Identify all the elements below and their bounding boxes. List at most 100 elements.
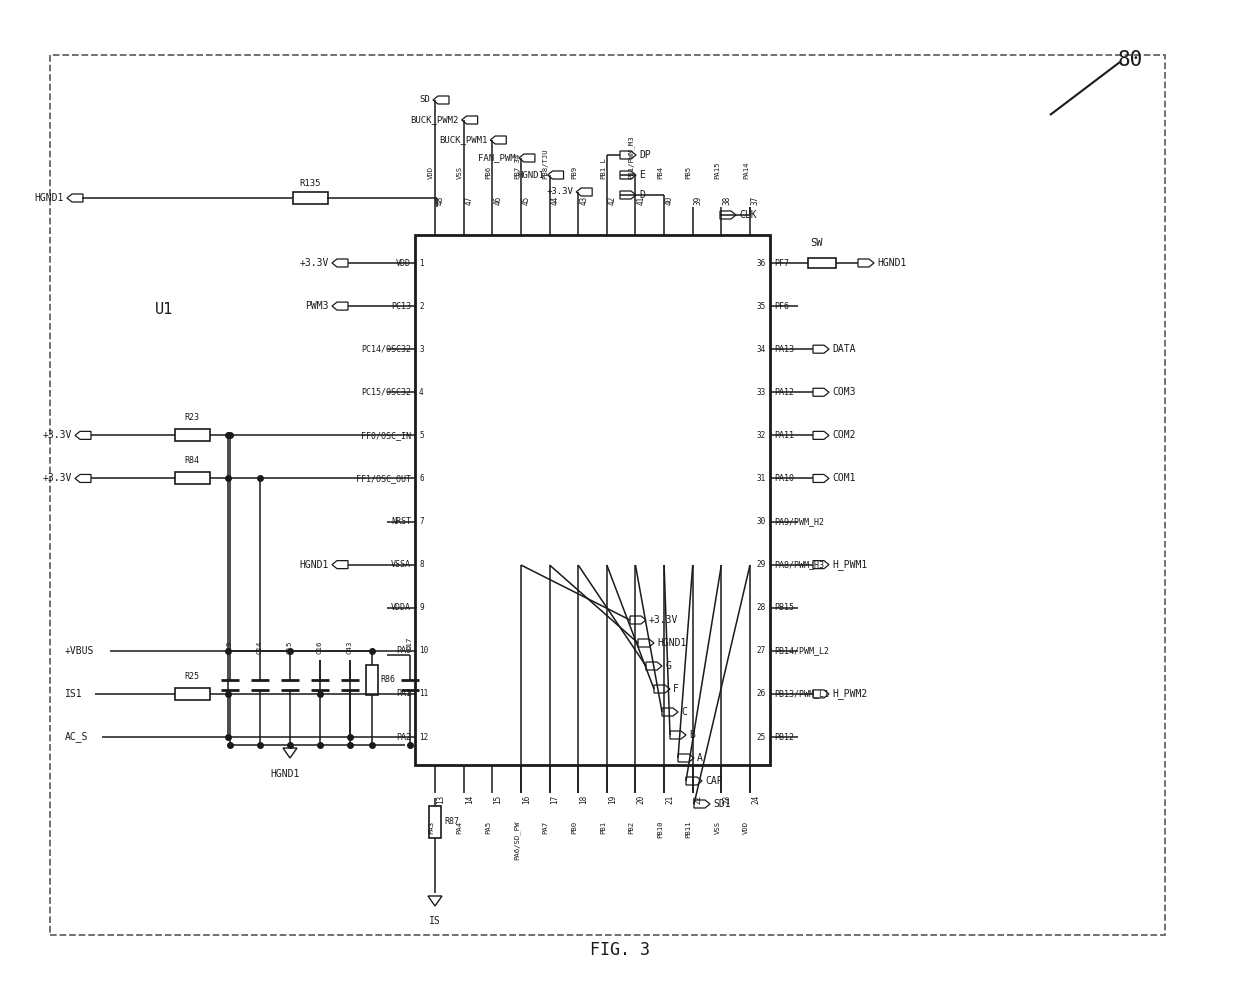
Text: 5: 5 (419, 431, 424, 440)
Text: 11: 11 (419, 690, 428, 699)
Text: PB9: PB9 (572, 165, 577, 179)
Text: 38: 38 (723, 196, 732, 205)
Polygon shape (74, 475, 91, 483)
Text: 36: 36 (756, 259, 766, 268)
Polygon shape (283, 748, 298, 758)
Text: U1: U1 (155, 302, 174, 317)
Text: 1: 1 (419, 259, 424, 268)
Polygon shape (548, 171, 563, 179)
Text: 80: 80 (1117, 50, 1142, 70)
Text: VDD: VDD (743, 821, 749, 834)
Bar (415, 235, 770, 765)
Text: PB13/PWM_L1: PB13/PWM_L1 (774, 690, 830, 699)
Text: 42: 42 (608, 196, 616, 205)
Text: PB10: PB10 (657, 821, 663, 838)
Text: R23: R23 (185, 413, 200, 422)
Polygon shape (639, 639, 653, 647)
Text: PC14/OSC32: PC14/OSC32 (361, 345, 410, 354)
Text: HGND1: HGND1 (270, 769, 300, 779)
Text: 26: 26 (756, 690, 766, 699)
Text: 23: 23 (723, 795, 732, 805)
Polygon shape (620, 191, 636, 199)
Text: 16: 16 (522, 795, 531, 805)
Text: PB1_L: PB1_L (599, 158, 606, 179)
Text: PB8/TJU: PB8/TJU (543, 149, 548, 179)
Polygon shape (577, 188, 593, 196)
Text: B: B (689, 730, 694, 740)
Polygon shape (720, 211, 737, 219)
Polygon shape (678, 754, 694, 762)
Polygon shape (813, 475, 830, 483)
Text: PC13: PC13 (391, 301, 410, 310)
Polygon shape (620, 151, 636, 159)
Polygon shape (686, 777, 702, 785)
Text: C: C (681, 707, 687, 717)
Text: A: A (697, 753, 703, 763)
Text: PA7: PA7 (543, 821, 548, 834)
Text: 22: 22 (693, 795, 703, 805)
Polygon shape (813, 345, 830, 353)
Text: CLK: CLK (739, 210, 756, 220)
Text: R87: R87 (444, 818, 459, 826)
Text: R135: R135 (299, 179, 321, 188)
Text: +3.3V: +3.3V (649, 615, 678, 625)
Text: VDD: VDD (428, 165, 434, 179)
Text: C14: C14 (257, 640, 263, 654)
Text: FIG. 3: FIG. 3 (590, 941, 650, 959)
Text: PA15: PA15 (714, 162, 720, 179)
Polygon shape (653, 685, 670, 693)
Text: 46: 46 (494, 196, 502, 205)
Polygon shape (662, 708, 678, 716)
Text: IS1: IS1 (64, 689, 83, 699)
Text: +VBUS: +VBUS (64, 646, 94, 656)
Bar (293, 192, 329, 204)
Text: 30: 30 (756, 517, 766, 526)
Text: PA6/SD_PW: PA6/SD_PW (513, 821, 520, 860)
Text: 14: 14 (465, 795, 474, 805)
Text: PA2: PA2 (396, 732, 410, 741)
Text: C16: C16 (317, 640, 322, 654)
Text: 3: 3 (419, 345, 424, 354)
Text: PA13: PA13 (774, 345, 794, 354)
Text: HGND1: HGND1 (35, 193, 64, 203)
Polygon shape (813, 431, 830, 439)
Text: PB14/PWM_L2: PB14/PWM_L2 (774, 646, 830, 655)
Text: HGND1: HGND1 (877, 258, 906, 268)
Text: +3.3V: +3.3V (42, 474, 72, 484)
Polygon shape (433, 96, 449, 104)
Bar (175, 688, 210, 700)
Text: R25: R25 (185, 672, 200, 681)
Text: 8: 8 (419, 560, 424, 569)
Text: F: F (673, 684, 678, 694)
Text: PA9/PWM_H2: PA9/PWM_H2 (774, 517, 825, 526)
Text: 34: 34 (756, 345, 766, 354)
Text: R84: R84 (185, 457, 200, 466)
Text: HGND1: HGND1 (300, 560, 329, 570)
Text: 9: 9 (419, 604, 424, 612)
Text: +3.3V: +3.3V (300, 258, 329, 268)
Text: PB2: PB2 (629, 821, 635, 834)
Text: 44: 44 (551, 196, 559, 205)
Text: C15: C15 (286, 640, 293, 654)
Text: FF0/OSC_IN: FF0/OSC_IN (361, 431, 410, 440)
Text: IS: IS (429, 916, 441, 926)
Text: COM1: COM1 (832, 474, 856, 484)
Bar (175, 429, 210, 441)
Text: SD: SD (419, 95, 430, 104)
Text: +3.3V: +3.3V (547, 187, 573, 196)
Text: VDD: VDD (396, 259, 410, 268)
Polygon shape (620, 171, 636, 179)
Text: 10: 10 (419, 646, 428, 655)
Text: AC_S: AC_S (64, 731, 88, 742)
Text: PA14: PA14 (743, 162, 749, 179)
Text: 35: 35 (756, 301, 766, 310)
Text: PF6: PF6 (774, 301, 789, 310)
Polygon shape (646, 662, 662, 670)
Text: PB4: PB4 (657, 165, 663, 179)
Text: D: D (639, 190, 645, 200)
Text: PB1: PB1 (600, 821, 606, 834)
Bar (50, 55, 1166, 935)
Text: SD1: SD1 (713, 799, 730, 809)
Text: 37: 37 (751, 196, 760, 205)
Bar (808, 258, 836, 268)
